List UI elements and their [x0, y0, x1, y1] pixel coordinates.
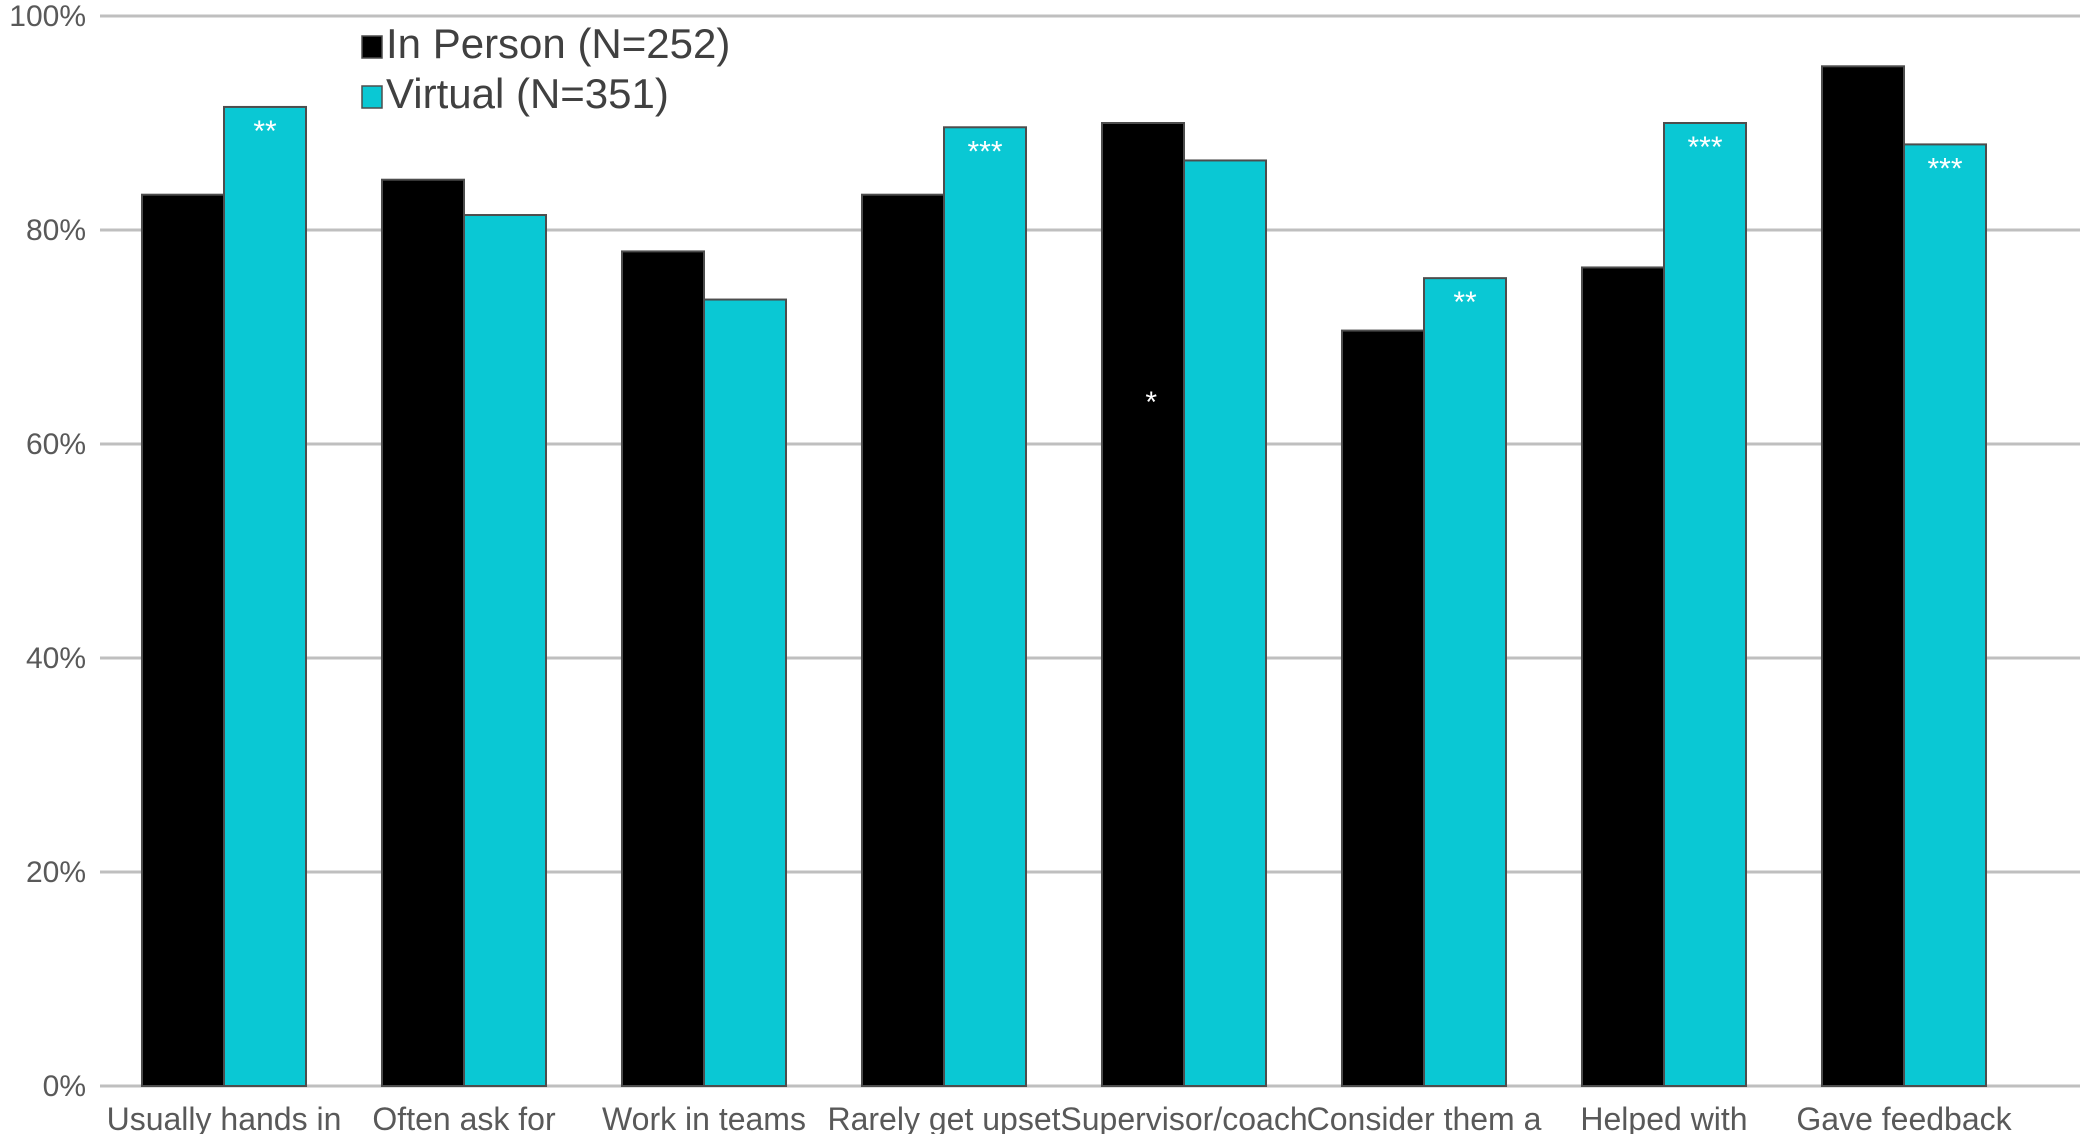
category-label: Consider them a [1307, 1101, 1542, 1134]
bar-virtual [463, 214, 547, 1087]
bar-in-person [621, 250, 705, 1087]
bar-in-person [861, 193, 945, 1087]
legend-label-virtual: Virtual (N=351) [386, 70, 669, 117]
category-label: Helped with [1580, 1101, 1747, 1134]
significance-label: *** [1927, 152, 1962, 185]
category-label: Supervisor/coach [1060, 1101, 1307, 1134]
y-tick-label: 20% [26, 856, 86, 889]
bar-in-person [1341, 329, 1425, 1087]
axis-labels: 0% 20% 40% 60% 80% 100% Usually hands in Often … [9, 0, 2012, 1134]
legend: In Person (N=252)Virtual (N=351) [361, 20, 730, 117]
significance-label: *** [967, 135, 1002, 168]
legend-swatch-in-person [361, 35, 383, 59]
bar-virtual [223, 105, 307, 1087]
y-tick-label: 40% [26, 642, 86, 675]
bar-virtual [1183, 159, 1267, 1087]
significance-label: ** [253, 115, 277, 148]
legend-swatch-virtual [361, 85, 383, 109]
category-label: Rarely get upset [827, 1101, 1060, 1134]
bar-in-person [1101, 122, 1185, 1087]
category-label: Often ask for [372, 1101, 556, 1134]
bar-virtual [703, 298, 787, 1087]
significance-label: *** [1687, 131, 1722, 164]
significance-label: * [1145, 386, 1157, 419]
bar-virtual [1423, 277, 1507, 1087]
legend-label-in-person: In Person (N=252) [386, 20, 730, 67]
category-label: Work in teams [602, 1101, 806, 1134]
significance-label: ** [1453, 286, 1477, 319]
y-tick-label: 80% [26, 214, 86, 247]
bar-virtual [1903, 143, 1987, 1087]
significance-markers: ************** [253, 115, 1963, 419]
bar-virtual [1663, 122, 1747, 1087]
bar-virtual [943, 126, 1027, 1087]
category-label: Gave feedback [1796, 1101, 2012, 1134]
y-tick-label: 60% [26, 428, 86, 461]
bar-in-person [141, 193, 225, 1087]
bar-in-person [381, 178, 465, 1087]
y-tick-label: 100% [9, 0, 86, 33]
bar-in-person [1821, 65, 1905, 1088]
bar-in-person [1581, 266, 1665, 1087]
bars [141, 65, 1987, 1088]
category-label: Usually hands in [107, 1101, 342, 1134]
y-tick-label: 0% [43, 1070, 86, 1103]
